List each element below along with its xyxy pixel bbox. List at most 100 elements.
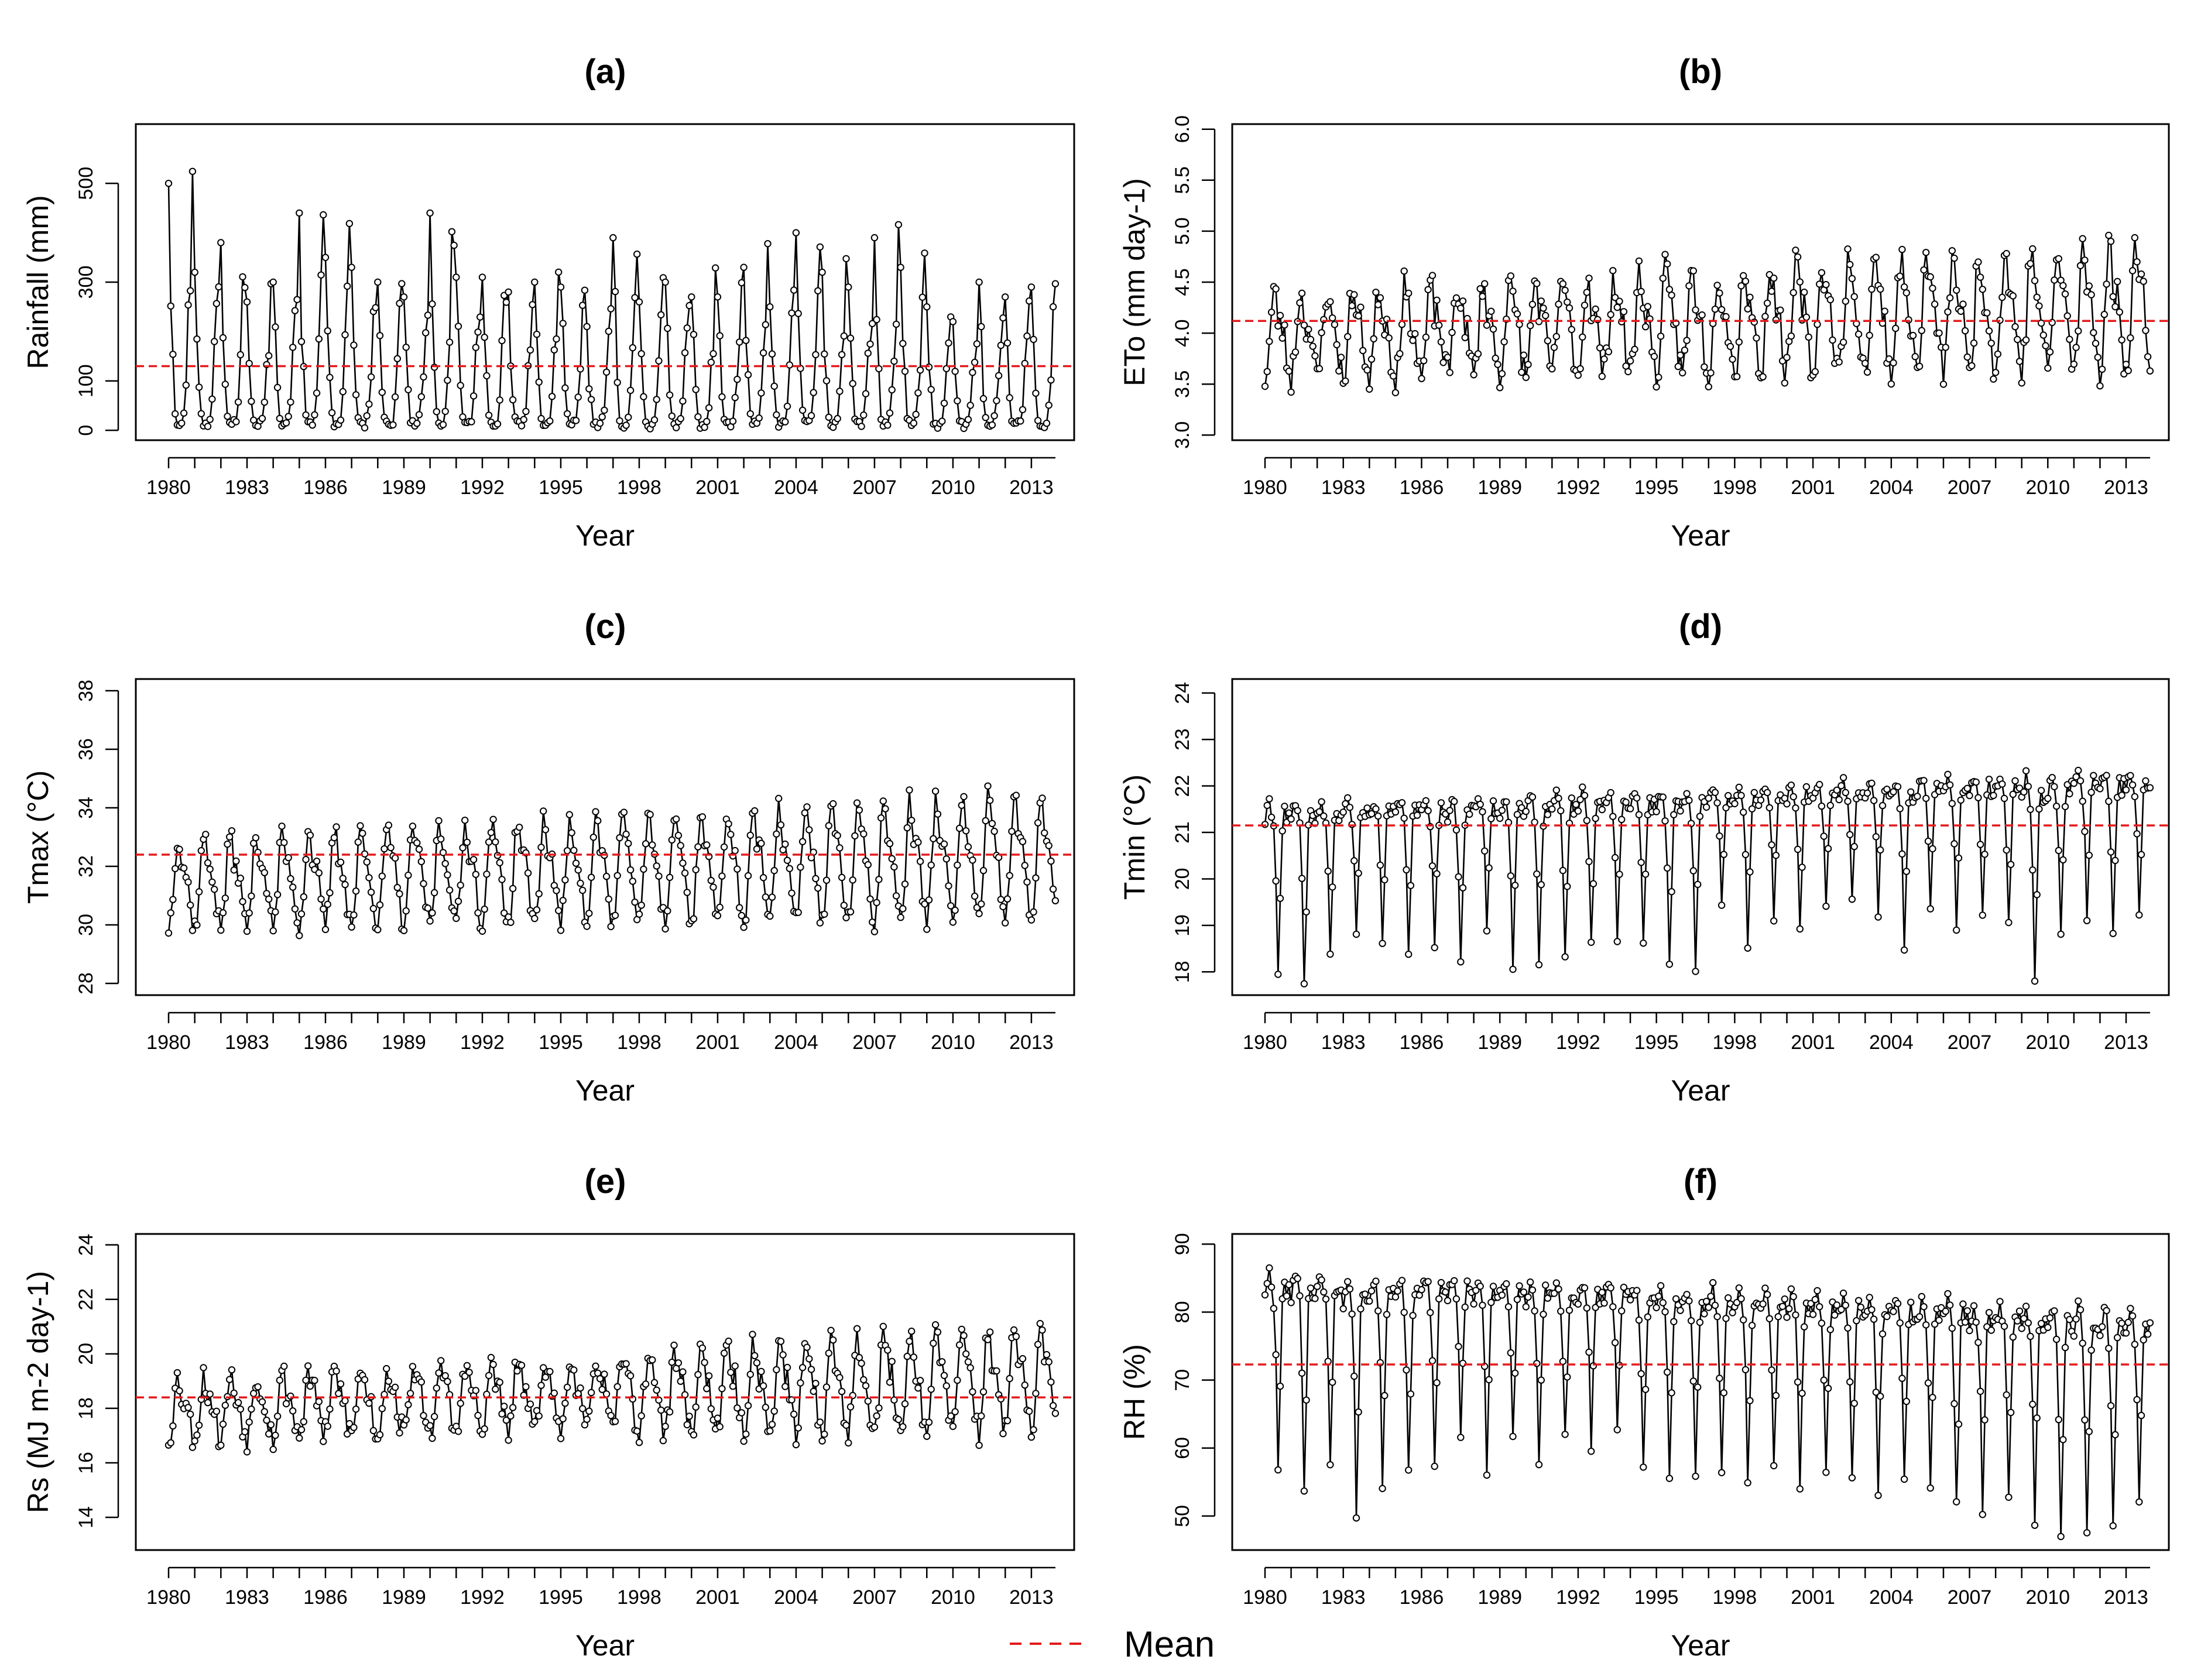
- data-point: [444, 871, 451, 879]
- data-point: [272, 1431, 279, 1439]
- data-point: [1974, 258, 1982, 266]
- y-tick-label: 14: [75, 1506, 97, 1528]
- data-point: [559, 1415, 567, 1423]
- data-point: [1763, 299, 1771, 307]
- data-point: [733, 1404, 741, 1412]
- data-point: [452, 273, 460, 281]
- data-point: [1407, 882, 1415, 890]
- data-point: [420, 1412, 427, 1420]
- x-tick-label: 2007: [852, 1586, 897, 1609]
- data-point: [873, 899, 880, 907]
- data-point: [374, 926, 382, 934]
- data-point: [1498, 1291, 1506, 1299]
- x-tick-label: 2010: [931, 1586, 975, 1609]
- data-point: [550, 346, 558, 354]
- data-point: [892, 892, 900, 900]
- data-point: [812, 351, 820, 359]
- data-point: [1914, 793, 1921, 800]
- data-point: [1555, 794, 1562, 803]
- data-point: [1850, 1400, 1858, 1407]
- data-point: [1518, 804, 1525, 812]
- data-point: [1576, 365, 1584, 373]
- data-point: [718, 1385, 726, 1393]
- x-tick-label: 1980: [146, 1586, 191, 1609]
- data-point: [1633, 1287, 1641, 1294]
- data-point: [1707, 369, 1715, 377]
- data-point: [1600, 1299, 1608, 1307]
- data-point: [888, 1357, 896, 1366]
- x-tick-label: 1995: [1634, 1586, 1679, 1609]
- data-point: [1507, 272, 1515, 280]
- data-point: [219, 334, 227, 342]
- data-point: [840, 901, 848, 909]
- x-tick-label: 1989: [382, 476, 426, 499]
- data-point: [1329, 883, 1336, 891]
- data-point: [1355, 1408, 1362, 1416]
- data-point: [1961, 1318, 1969, 1326]
- data-point: [947, 1412, 955, 1420]
- data-point: [1435, 1295, 1443, 1303]
- data-point: [906, 786, 913, 794]
- data-point: [1974, 1339, 1982, 1346]
- data-point: [2094, 354, 2102, 361]
- data-point: [1355, 869, 1362, 877]
- series-group: [164, 167, 1060, 433]
- data-point: [2029, 1400, 2037, 1408]
- data-point: [2079, 797, 2086, 805]
- data-point: [834, 832, 841, 839]
- data-point: [2107, 1402, 2115, 1410]
- x-tick-label: 1995: [1634, 476, 1679, 499]
- data-point: [441, 407, 449, 415]
- data-point: [1655, 373, 1662, 381]
- data-point: [2022, 767, 2030, 775]
- x-tick-label: 2004: [774, 1031, 818, 1054]
- data-point: [188, 927, 197, 934]
- data-point: [673, 815, 680, 823]
- data-point: [1485, 1376, 1493, 1384]
- data-point: [1711, 306, 1719, 313]
- data-point: [1626, 1296, 1634, 1304]
- data-point: [1607, 1284, 1614, 1292]
- data-point: [890, 863, 898, 871]
- data-point: [661, 278, 669, 286]
- data-point: [1922, 1321, 1930, 1329]
- data-point: [668, 1359, 676, 1366]
- x-axis-label: Year: [1671, 1629, 1730, 1662]
- data-point: [1329, 1379, 1336, 1386]
- data-point: [1894, 1300, 1902, 1308]
- data-point: [873, 316, 880, 324]
- data-point: [775, 794, 783, 803]
- data-point: [169, 896, 177, 903]
- data-point: [300, 1418, 307, 1425]
- data-point: [570, 846, 578, 854]
- data-point: [2061, 1343, 2069, 1352]
- data-point: [971, 892, 979, 900]
- data-point: [454, 323, 462, 330]
- data-point: [757, 839, 765, 848]
- data-point: [1835, 796, 1843, 804]
- data-point: [1844, 1324, 1852, 1332]
- data-point: [202, 831, 210, 838]
- x-tick-label: 2007: [1948, 1586, 1992, 1609]
- data-point: [352, 1405, 360, 1413]
- data-point: [616, 417, 623, 425]
- data-point: [1670, 1318, 1678, 1326]
- data-point: [1761, 1284, 1769, 1292]
- data-point: [729, 1383, 737, 1390]
- data-point: [845, 1439, 852, 1447]
- data-point: [169, 351, 177, 358]
- data-point: [1664, 1368, 1671, 1376]
- data-point: [1922, 249, 1930, 256]
- data-point: [200, 1364, 207, 1372]
- data-point: [1814, 320, 1821, 328]
- data-point: [1725, 1294, 1732, 1302]
- data-point: [2111, 856, 2119, 865]
- data-point: [631, 294, 639, 301]
- panel-title: (f): [1684, 1163, 1718, 1201]
- data-point: [317, 271, 325, 279]
- data-point: [498, 337, 506, 345]
- data-point: [768, 350, 776, 358]
- data-point: [677, 415, 684, 423]
- data-point: [483, 372, 491, 380]
